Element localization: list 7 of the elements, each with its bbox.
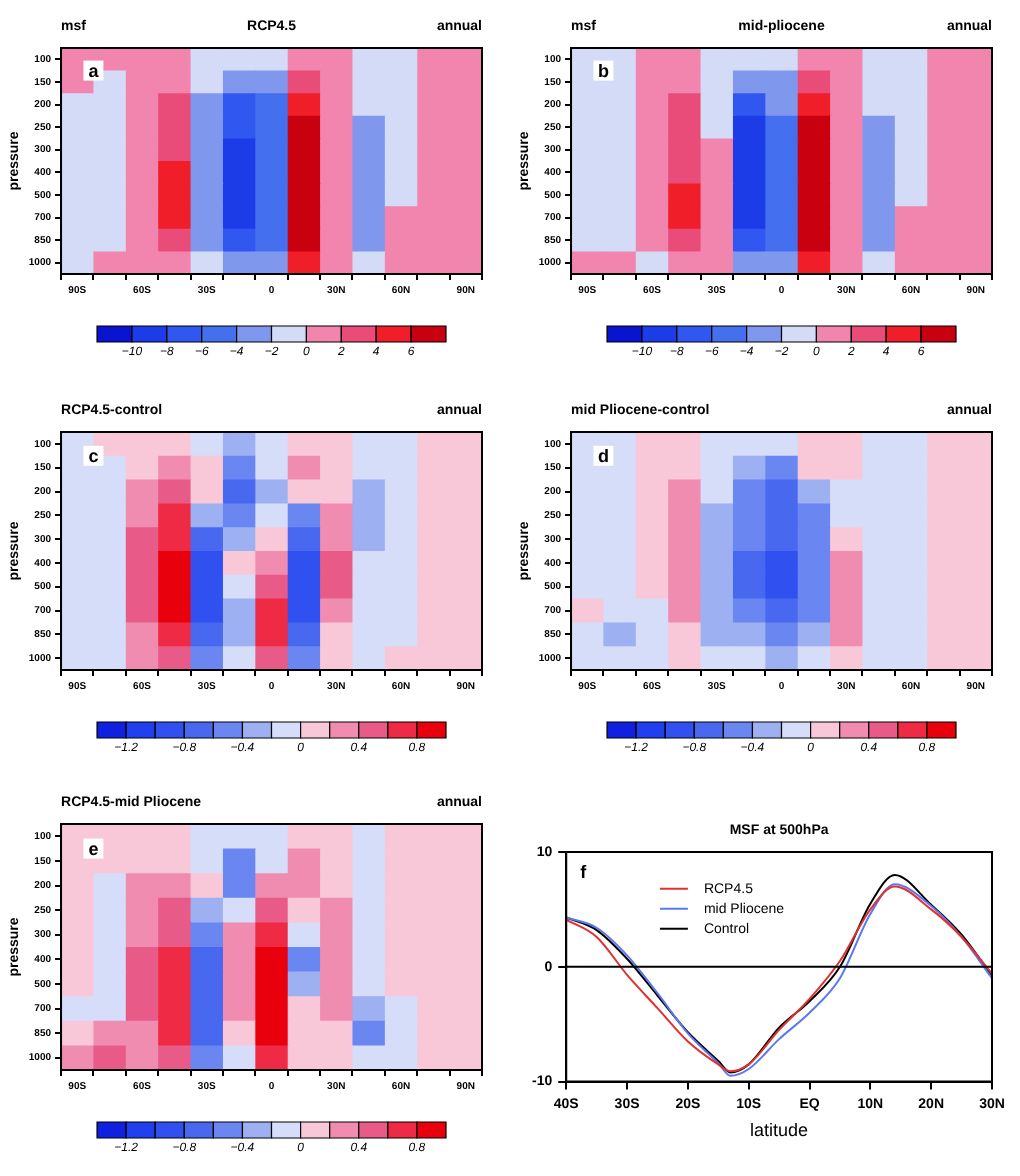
annotation: c bbox=[88, 445, 99, 466]
annotation: e bbox=[88, 838, 99, 859]
annotation: d bbox=[597, 445, 609, 466]
annotation: b bbox=[597, 60, 610, 81]
annotation: a bbox=[88, 60, 101, 81]
x-axis-title: latitude bbox=[750, 1120, 809, 1141]
annotation: f bbox=[580, 862, 589, 882]
